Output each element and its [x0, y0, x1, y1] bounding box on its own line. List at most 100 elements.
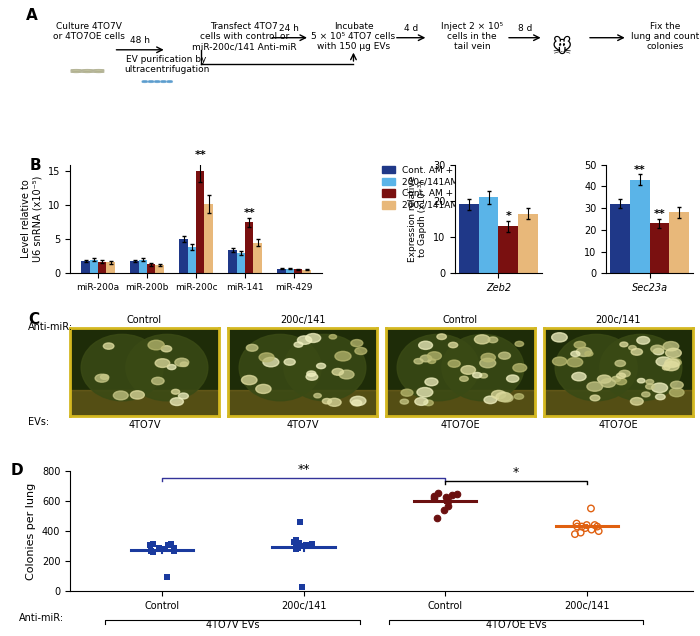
- Bar: [277, 268, 286, 273]
- Circle shape: [351, 400, 362, 406]
- Circle shape: [552, 357, 567, 366]
- Text: 4TO7OE: 4TO7OE: [441, 420, 480, 430]
- Circle shape: [259, 353, 274, 362]
- Text: 200c/141: 200c/141: [280, 315, 326, 325]
- Text: Inject 2 × 10⁵
cells in the
tail vein: Inject 2 × 10⁵ cells in the tail vein: [441, 22, 503, 52]
- Point: [447, 490, 458, 500]
- Circle shape: [350, 396, 366, 406]
- Circle shape: [415, 398, 428, 405]
- Circle shape: [306, 373, 318, 380]
- Circle shape: [619, 370, 630, 377]
- Text: EVs:: EVs:: [28, 417, 50, 427]
- Bar: [204, 204, 213, 273]
- Text: **: **: [634, 165, 645, 175]
- Circle shape: [82, 69, 93, 71]
- Circle shape: [514, 394, 524, 399]
- Text: 4TO7OE EVs: 4TO7OE EVs: [486, 619, 546, 630]
- Circle shape: [316, 363, 326, 369]
- Circle shape: [284, 359, 295, 365]
- Circle shape: [419, 341, 433, 349]
- Circle shape: [148, 340, 164, 350]
- Ellipse shape: [126, 335, 208, 401]
- Circle shape: [152, 377, 164, 385]
- Point: [589, 520, 601, 530]
- Point: [169, 543, 180, 553]
- Circle shape: [95, 374, 108, 382]
- Circle shape: [480, 373, 487, 378]
- Text: Transfect 4TO7
cells with control or
miR-200c/141 Anti-miR: Transfect 4TO7 cells with control or miR…: [192, 22, 297, 52]
- Circle shape: [425, 378, 438, 386]
- Circle shape: [161, 81, 166, 83]
- Bar: [253, 243, 262, 273]
- Circle shape: [620, 342, 628, 347]
- Point: [166, 539, 177, 549]
- Circle shape: [113, 391, 128, 400]
- Circle shape: [507, 375, 519, 382]
- Text: **: **: [195, 151, 206, 160]
- Point: [148, 547, 159, 557]
- Point: [592, 522, 603, 532]
- Point: [290, 535, 301, 545]
- Point: [290, 544, 302, 555]
- Text: 4 d: 4 d: [404, 24, 418, 32]
- Circle shape: [615, 360, 626, 366]
- Bar: [518, 214, 538, 273]
- Point: [307, 539, 318, 549]
- Point: [576, 522, 587, 532]
- Point: [293, 538, 304, 548]
- Bar: [81, 261, 90, 273]
- Bar: [386, 390, 535, 417]
- Circle shape: [428, 359, 435, 363]
- Text: **: **: [244, 208, 256, 218]
- Circle shape: [314, 394, 321, 398]
- Bar: [228, 250, 237, 273]
- Circle shape: [664, 361, 679, 371]
- Ellipse shape: [397, 335, 479, 401]
- Circle shape: [420, 355, 432, 362]
- Circle shape: [329, 335, 337, 339]
- Text: D: D: [10, 464, 23, 478]
- Circle shape: [428, 352, 442, 360]
- Circle shape: [148, 81, 153, 83]
- Circle shape: [513, 364, 526, 372]
- Point: [593, 526, 604, 536]
- Circle shape: [167, 364, 176, 370]
- Circle shape: [584, 351, 593, 356]
- Circle shape: [161, 345, 172, 352]
- Point: [295, 517, 306, 527]
- Point: [432, 488, 443, 498]
- Circle shape: [142, 81, 147, 83]
- Bar: [650, 223, 669, 273]
- Bar: [90, 259, 98, 273]
- Circle shape: [298, 336, 312, 344]
- Point: [442, 496, 453, 506]
- Text: Anti-miR:: Anti-miR:: [28, 322, 74, 333]
- Circle shape: [93, 69, 104, 71]
- Point: [296, 582, 307, 592]
- Circle shape: [651, 345, 664, 353]
- Bar: [106, 263, 115, 273]
- Text: Fix the
lung and count
colonies: Fix the lung and count colonies: [631, 22, 699, 52]
- Circle shape: [104, 343, 114, 349]
- Text: **: **: [298, 463, 310, 476]
- Circle shape: [638, 378, 645, 383]
- Circle shape: [612, 377, 621, 382]
- Text: 4TO7OE: 4TO7OE: [598, 420, 638, 430]
- Circle shape: [491, 391, 505, 399]
- Bar: [228, 390, 377, 417]
- Circle shape: [475, 335, 490, 344]
- Circle shape: [306, 333, 321, 342]
- Circle shape: [642, 392, 650, 397]
- Circle shape: [655, 394, 665, 400]
- Circle shape: [332, 368, 344, 375]
- Circle shape: [488, 337, 498, 343]
- Circle shape: [155, 359, 170, 368]
- Text: **: **: [654, 209, 666, 219]
- Point: [428, 493, 440, 503]
- Point: [153, 543, 164, 553]
- Bar: [479, 197, 498, 273]
- Bar: [294, 269, 302, 273]
- Y-axis label: Colonies per lung: Colonies per lung: [26, 483, 36, 580]
- Circle shape: [71, 69, 82, 71]
- Circle shape: [484, 396, 497, 404]
